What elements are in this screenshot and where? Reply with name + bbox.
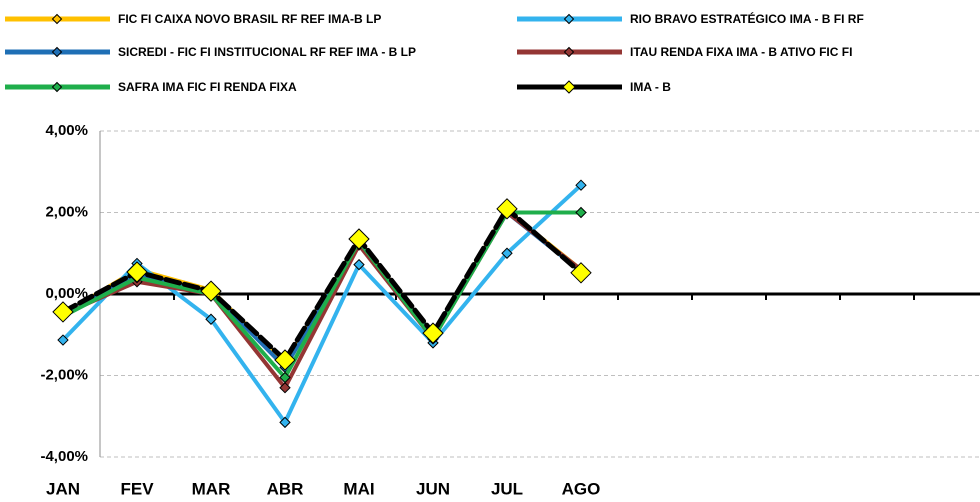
x-tick-label: ABR	[267, 479, 304, 498]
data-point	[126, 261, 148, 283]
legend-marker	[562, 80, 576, 94]
x-tick-label: FEV	[120, 479, 154, 498]
data-point	[279, 382, 291, 394]
series-line	[60, 206, 584, 363]
y-tick-label: 2,00%	[45, 203, 88, 220]
y-tick-label: -2,00%	[40, 366, 88, 383]
data-point	[496, 198, 518, 220]
data-point	[575, 206, 587, 219]
legend-label: RIO BRAVO ESTRATÉGICO IMA - B FI RF	[630, 11, 864, 26]
legend-label: SAFRA IMA FIC FI RENDA FIXA	[118, 80, 297, 94]
x-tick-label: AGO	[562, 479, 601, 498]
data-point	[353, 258, 365, 271]
data-point	[205, 313, 217, 325]
data-point	[274, 349, 296, 371]
data-point	[52, 301, 74, 323]
legend-marker	[51, 13, 63, 25]
data-point	[279, 371, 291, 384]
data-point	[200, 280, 222, 302]
legend-marker	[563, 13, 575, 25]
x-tick-label: JUL	[491, 479, 523, 498]
data-point	[279, 416, 291, 429]
x-tick-label: JAN	[46, 479, 80, 498]
legend-marker	[563, 46, 575, 58]
x-tick-label: MAI	[343, 479, 374, 498]
y-tick-label: 0,00%	[45, 285, 88, 302]
data-point	[570, 262, 592, 284]
data-point	[348, 228, 370, 250]
data-point	[422, 322, 444, 344]
legend-label: SICREDI - FIC FI INSTITUCIONAL RF REF IM…	[118, 45, 416, 59]
data-point	[501, 247, 513, 259]
y-tick-label: 4,00%	[45, 122, 88, 139]
x-tick-label: MAR	[192, 479, 231, 498]
y-tick-label: -4,00%	[40, 448, 88, 465]
data-point	[57, 334, 69, 346]
legend-marker	[51, 81, 63, 93]
legend-label: IMA - B	[630, 80, 671, 94]
x-tick-label: JUN	[416, 479, 450, 498]
legend-label: FIC FI CAIXA NOVO BRASIL RF REF IMA-B LP	[118, 12, 381, 26]
data-point	[575, 179, 587, 191]
legend-marker	[51, 46, 63, 58]
legend-label: ITAU RENDA FIXA IMA - B ATIVO FIC FI	[630, 45, 852, 59]
